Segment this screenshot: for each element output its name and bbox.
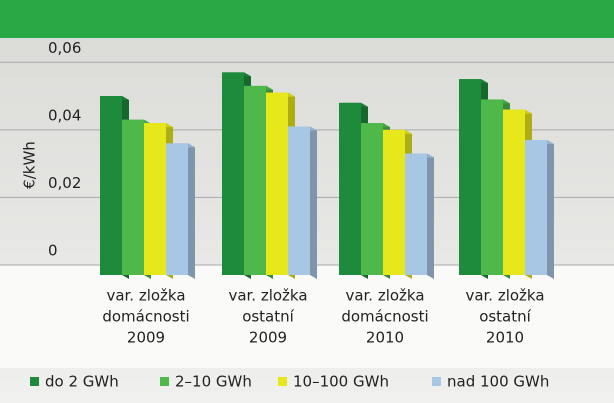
bar	[361, 123, 383, 275]
bar	[166, 143, 188, 275]
bar	[481, 99, 503, 275]
x-tick-label: var. zložka	[106, 287, 185, 305]
legend-label: nad 100 GWh	[447, 373, 549, 391]
bar-side	[310, 126, 317, 279]
x-tick-label: var. zložka	[465, 287, 544, 305]
bar	[222, 72, 244, 275]
bar	[339, 102, 361, 276]
legend-label: 10–100 GWh	[293, 373, 389, 391]
bar	[244, 85, 266, 275]
legend-swatch	[30, 377, 39, 386]
bar	[503, 109, 525, 275]
floor	[0, 265, 614, 368]
bar	[122, 119, 144, 275]
y-tick-label: 0,02	[48, 174, 81, 192]
bar	[288, 126, 310, 275]
x-tick-label: 2009	[127, 329, 165, 347]
header-band	[0, 0, 614, 38]
x-tick-label: domácnosti	[102, 308, 189, 326]
bar	[266, 92, 288, 275]
bar	[144, 123, 166, 275]
legend-label: 2–10 GWh	[175, 373, 252, 391]
x-tick-label: 2010	[486, 329, 524, 347]
bar-side	[188, 143, 195, 279]
bar	[100, 96, 122, 275]
legend-label: do 2 GWh	[45, 373, 119, 391]
x-tick-label: domácnosti	[341, 308, 428, 326]
bar-side	[427, 153, 434, 279]
legend-swatch	[160, 377, 169, 386]
bar-side	[547, 139, 554, 279]
legend-swatch	[278, 377, 287, 386]
bar	[405, 153, 427, 275]
x-tick-label: var. zložka	[345, 287, 424, 305]
x-tick-label: var. zložka	[228, 287, 307, 305]
bar	[383, 129, 405, 275]
y-axis-label: €/kWh	[21, 141, 39, 189]
bar	[525, 139, 547, 275]
legend-swatch	[432, 377, 441, 386]
x-tick-label: 2010	[366, 329, 404, 347]
x-tick-label: 2009	[249, 329, 287, 347]
y-tick-label: 0	[48, 242, 58, 260]
y-tick-label: 0,04	[48, 106, 81, 124]
bar	[459, 79, 481, 276]
x-tick-label: ostatní	[479, 308, 531, 326]
y-tick-label: 0,06	[48, 39, 81, 57]
x-tick-label: ostatní	[242, 308, 294, 326]
